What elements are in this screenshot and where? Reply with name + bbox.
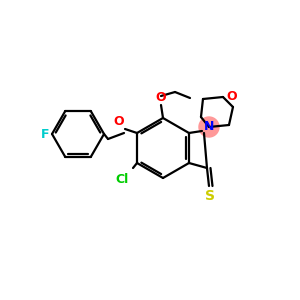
Text: N: N	[204, 121, 214, 134]
Text: O: O	[226, 89, 237, 103]
Text: S: S	[206, 189, 215, 203]
Text: O: O	[156, 91, 166, 104]
Text: F: F	[40, 128, 49, 140]
Circle shape	[199, 117, 219, 137]
Text: Cl: Cl	[116, 173, 129, 186]
Text: O: O	[113, 115, 124, 128]
